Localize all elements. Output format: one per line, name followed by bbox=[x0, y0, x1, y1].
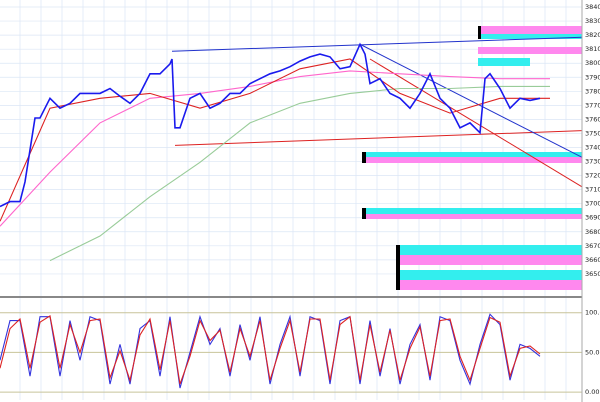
plot bbox=[0, 36, 583, 389]
y-tick-label: 37400 bbox=[585, 144, 600, 152]
box-edge bbox=[396, 245, 400, 290]
box bbox=[396, 280, 582, 290]
y-tick-label: 50.00 bbox=[585, 348, 600, 356]
y-tick-label: 37100 bbox=[585, 186, 600, 194]
trend-line bbox=[369, 58, 583, 188]
box bbox=[362, 208, 582, 214]
series-line bbox=[0, 315, 541, 385]
y-tick-label: 37200 bbox=[585, 172, 600, 180]
series-line bbox=[0, 42, 541, 208]
series-line bbox=[49, 85, 550, 262]
y-tick-label: 100.00 bbox=[585, 309, 600, 317]
y-tick-label: 38200 bbox=[585, 31, 600, 39]
trend-line bbox=[171, 36, 583, 52]
y-tick-label: 0.00 bbox=[585, 388, 599, 396]
box bbox=[396, 255, 582, 265]
box bbox=[478, 34, 582, 39]
y-tick-label: 36800 bbox=[585, 228, 600, 236]
trend-line bbox=[359, 43, 583, 158]
y-tick-label: 37300 bbox=[585, 158, 600, 166]
box bbox=[396, 245, 582, 255]
y-tick-label: 38000 bbox=[585, 59, 600, 67]
series-line bbox=[0, 58, 550, 222]
box bbox=[396, 270, 582, 280]
box bbox=[362, 157, 582, 163]
y-tick-label: 36500 bbox=[585, 270, 600, 278]
box bbox=[478, 58, 530, 66]
y-tick-label: 37500 bbox=[585, 129, 600, 137]
y-tick-label: 37600 bbox=[585, 115, 600, 123]
box-edge bbox=[478, 26, 481, 39]
y-tick-label: 36600 bbox=[585, 256, 600, 264]
level-boxes bbox=[362, 26, 582, 290]
box bbox=[478, 26, 582, 34]
y-tick-label: 37900 bbox=[585, 73, 600, 81]
y-tick-label: 38300 bbox=[585, 17, 600, 25]
box bbox=[478, 47, 582, 54]
box bbox=[362, 152, 582, 157]
box-edge bbox=[362, 208, 366, 219]
box bbox=[362, 214, 582, 219]
y-tick-label: 37700 bbox=[585, 101, 600, 109]
y-tick-label: 36700 bbox=[585, 242, 600, 250]
box-edge bbox=[362, 152, 366, 163]
y-tick-label: 37800 bbox=[585, 87, 600, 95]
y-tick-label: 37000 bbox=[585, 200, 600, 208]
trend-line bbox=[174, 130, 583, 146]
y-tick-label: 36900 bbox=[585, 214, 600, 222]
y-tick-label: 38100 bbox=[585, 45, 600, 53]
